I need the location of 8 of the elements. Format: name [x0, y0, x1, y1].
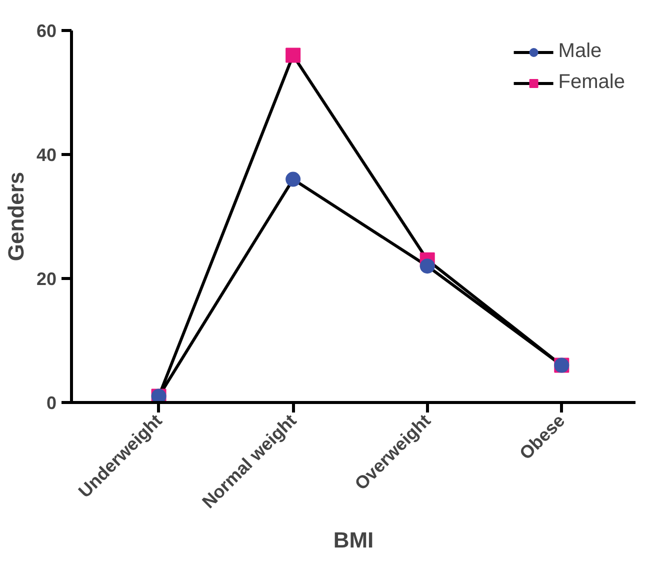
legend-label: Female [558, 71, 625, 94]
y-tick-label: 60 [36, 21, 57, 41]
y-tick-label: 40 [36, 145, 57, 165]
y-tick-label: 20 [36, 269, 57, 289]
y-axis-title: Genders [3, 172, 28, 262]
x-axis-title: BMI [333, 527, 374, 552]
y-tick-label: 0 [46, 393, 57, 413]
legend-label: Male [558, 40, 602, 63]
